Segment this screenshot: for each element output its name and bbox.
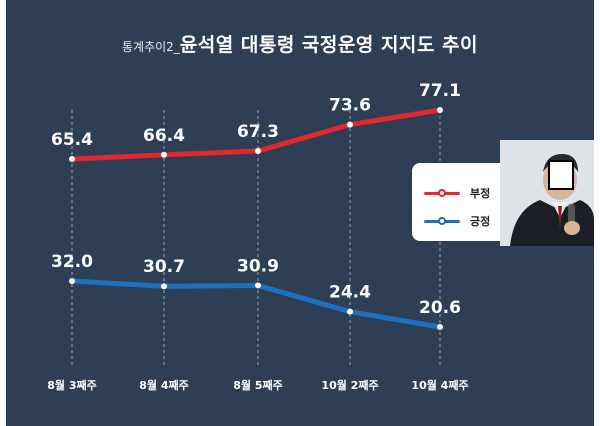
chart-title: 통계추이2_윤석열 대통령 국정운영 지지도 추이 (6, 30, 594, 57)
data-label-negative-2: 67.3 (237, 122, 279, 142)
data-point-negative-3 (347, 121, 353, 128)
data-label-negative-3: 73.6 (329, 96, 371, 116)
data-label-positive-1: 30.7 (143, 257, 185, 277)
x-tick-label-3: 10월 2째주 (321, 378, 378, 392)
data-label-positive-4: 20.6 (419, 298, 461, 318)
face-censor-box (548, 160, 574, 190)
legend-label-negative: 부정 (470, 187, 491, 200)
chart-title-main: 윤석열 대통령 국정운영 지지도 추이 (179, 34, 478, 56)
data-point-negative-1 (161, 151, 167, 158)
x-tick-label-2: 8월 5째주 (233, 378, 283, 392)
data-point-positive-4 (437, 324, 443, 330)
data-point-negative-0 (69, 156, 75, 162)
legend-item-positive: 긍정 (424, 213, 490, 229)
data-label-negative-4: 77.1 (419, 81, 461, 101)
data-point-negative-2 (255, 148, 261, 155)
series-line-positive (69, 278, 443, 330)
x-tick-label-0: 8월 3째주 (47, 378, 97, 392)
legend-label-positive: 긍정 (470, 215, 491, 228)
person-photo-icon (500, 140, 594, 246)
x-tick-label-4: 10월 4째주 (411, 378, 468, 392)
data-label-positive-2: 30.9 (237, 256, 279, 276)
data-label-positive-0: 32.0 (51, 252, 93, 272)
x-tick-label-1: 8월 4째주 (139, 378, 189, 392)
legend-swatch-negative (424, 188, 460, 197)
data-point-negative-4 (437, 107, 443, 113)
data-point-positive-0 (69, 278, 75, 284)
chart-title-prefix: 통계추이2_ (122, 40, 180, 54)
legend-swatch-positive (424, 216, 460, 225)
legend-item-negative: 부정 (424, 185, 490, 201)
data-label-negative-0: 65.4 (51, 130, 93, 150)
data-label-negative-1: 66.4 (143, 126, 185, 146)
data-point-positive-3 (347, 308, 353, 315)
data-point-positive-1 (161, 283, 167, 290)
data-point-positive-2 (255, 282, 261, 289)
data-label-positive-3: 24.4 (329, 283, 371, 303)
